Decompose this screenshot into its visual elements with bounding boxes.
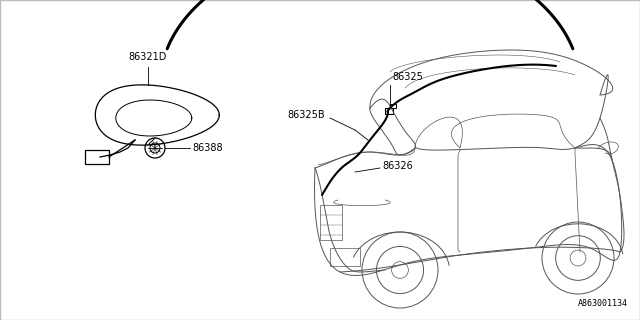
Text: A863001134: A863001134 xyxy=(578,299,628,308)
Bar xyxy=(85,150,109,164)
Text: 86326: 86326 xyxy=(382,161,413,171)
Bar xyxy=(385,108,393,114)
Text: 86321D: 86321D xyxy=(129,52,167,62)
Bar xyxy=(390,104,396,108)
Text: 86325: 86325 xyxy=(392,72,423,82)
Text: 86325B: 86325B xyxy=(287,110,325,120)
Bar xyxy=(330,248,360,266)
Text: 86388: 86388 xyxy=(192,143,223,153)
Bar xyxy=(320,205,342,240)
